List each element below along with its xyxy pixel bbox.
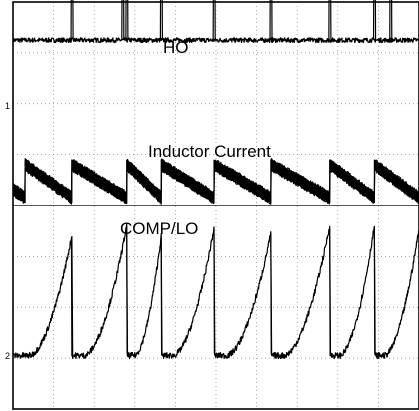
channel-marker-ho: 1 bbox=[5, 101, 10, 111]
trace-ho-baseline bbox=[12, 37, 419, 44]
trace-comp-lo-drop bbox=[126, 225, 129, 356]
trace-comp-lo-drop bbox=[373, 225, 376, 356]
series-label-comp-lo: COMP/LO bbox=[120, 219, 198, 238]
trace-comp-lo-drop bbox=[213, 228, 216, 356]
trace-ho-pulse bbox=[389, 0, 393, 41]
trace-comp-lo-drop bbox=[160, 236, 163, 356]
series-label-inductor-current: Inductor Current bbox=[148, 142, 271, 161]
trace-group bbox=[12, 0, 419, 360]
graticule bbox=[13, 2, 419, 409]
trace-ho-pulse bbox=[70, 0, 74, 41]
trace-ho-pulse bbox=[269, 0, 273, 41]
trace-comp-lo-drop bbox=[329, 225, 332, 356]
trace-comp-lo bbox=[12, 223, 419, 360]
trace-ho-pulse bbox=[372, 0, 377, 41]
trace-comp-lo-drop bbox=[71, 236, 74, 356]
series-label-ho: HO bbox=[163, 38, 189, 57]
plot-frame bbox=[12, 1, 419, 410]
trace-ho-pulse bbox=[125, 0, 129, 41]
trace-ho-pulse bbox=[212, 0, 216, 41]
trace-inductor-current-band bbox=[12, 159, 419, 203]
trace-comp-lo-drop bbox=[270, 233, 273, 356]
trace-ho-pulse bbox=[159, 0, 164, 41]
channel-marker-comp-lo: 2 bbox=[5, 351, 10, 361]
trace-ho-pulse bbox=[121, 0, 125, 41]
trace-ho-pulse bbox=[328, 0, 332, 41]
